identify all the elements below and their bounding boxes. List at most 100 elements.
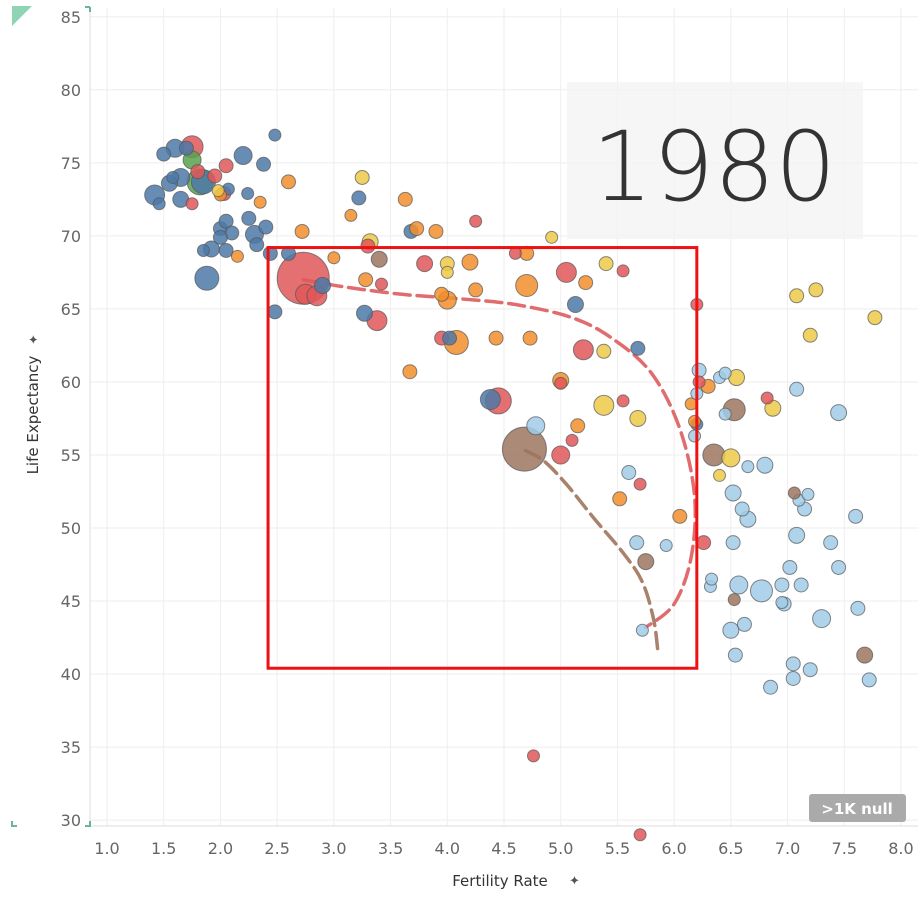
data-point-lightblue[interactable] — [688, 429, 702, 443]
data-point-red[interactable] — [692, 375, 706, 389]
data-point-blue[interactable] — [152, 197, 166, 211]
data-point-orange[interactable] — [468, 282, 484, 298]
data-point-yellow[interactable] — [789, 288, 805, 304]
data-point-orange[interactable] — [344, 208, 358, 222]
data-point-lightblue[interactable] — [793, 577, 809, 593]
data-point-blue[interactable] — [212, 229, 228, 245]
data-point-lightblue[interactable] — [741, 460, 755, 474]
data-point-lightblue[interactable] — [812, 609, 832, 629]
data-point-blue[interactable] — [351, 190, 367, 206]
data-point-yellow[interactable] — [354, 169, 370, 185]
data-point-blue[interactable] — [566, 296, 584, 314]
data-point-red[interactable] — [207, 168, 223, 184]
data-point-blue[interactable] — [630, 340, 646, 356]
data-point-red[interactable] — [760, 391, 774, 405]
data-point-blue[interactable] — [267, 304, 283, 320]
data-point-yellow[interactable] — [721, 448, 741, 468]
null-values-badge[interactable]: >1K null — [809, 794, 906, 822]
data-point-brown[interactable] — [501, 426, 547, 472]
data-point-blue[interactable] — [218, 242, 234, 258]
data-point-red[interactable] — [565, 433, 579, 447]
data-point-lightblue[interactable] — [729, 575, 749, 595]
y-axis-pin-icon[interactable]: ✦ — [27, 334, 42, 345]
data-point-lightblue[interactable] — [831, 559, 847, 575]
data-point-orange[interactable] — [327, 251, 341, 265]
data-point-brown[interactable] — [787, 486, 801, 500]
data-point-lightblue[interactable] — [802, 662, 818, 678]
data-point-lightblue[interactable] — [727, 647, 743, 663]
data-point-orange[interactable] — [358, 272, 374, 288]
data-point-lightblue[interactable] — [830, 404, 848, 422]
data-point-lightblue[interactable] — [736, 616, 752, 632]
data-point-orange[interactable] — [230, 249, 244, 263]
data-point-orange[interactable] — [402, 364, 418, 380]
data-point-blue[interactable] — [249, 237, 265, 253]
data-point-blue[interactable] — [268, 128, 282, 142]
data-point-lightblue[interactable] — [725, 535, 741, 551]
data-point-orange[interactable] — [672, 508, 688, 524]
data-point-orange[interactable] — [428, 223, 444, 239]
data-point-yellow[interactable] — [593, 394, 615, 416]
data-point-red[interactable] — [375, 277, 389, 291]
data-point-blue[interactable] — [241, 187, 255, 201]
data-point-yellow[interactable] — [598, 256, 614, 272]
data-point-lightblue[interactable] — [749, 579, 773, 603]
data-point-lightblue[interactable] — [629, 535, 645, 551]
data-point-red[interactable] — [469, 214, 483, 228]
data-point-lightblue[interactable] — [722, 621, 740, 639]
data-point-lightblue[interactable] — [659, 539, 673, 553]
data-point-red[interactable] — [633, 828, 647, 842]
data-point-red[interactable] — [551, 445, 571, 465]
data-points[interactable] — [144, 128, 883, 842]
data-point-orange[interactable] — [434, 286, 450, 302]
data-point-blue[interactable] — [355, 304, 373, 322]
data-point-blue[interactable] — [479, 388, 501, 410]
data-point-lightblue[interactable] — [785, 670, 801, 686]
data-point-blue[interactable] — [258, 219, 274, 235]
x-axis-pin-icon[interactable]: ✦ — [569, 874, 580, 889]
data-point-lightblue[interactable] — [782, 559, 798, 575]
data-point-lightblue[interactable] — [705, 572, 719, 586]
data-point-brown[interactable] — [702, 443, 726, 467]
data-point-red[interactable] — [526, 749, 540, 763]
data-point-orange[interactable] — [294, 223, 310, 239]
data-point-lightblue[interactable] — [718, 407, 732, 421]
data-point-lightblue[interactable] — [850, 600, 866, 616]
data-point-orange[interactable] — [612, 491, 628, 507]
data-point-blue[interactable] — [178, 140, 194, 156]
data-point-lightblue[interactable] — [785, 656, 801, 672]
data-point-lightblue[interactable] — [774, 577, 790, 593]
data-point-orange[interactable] — [488, 330, 504, 346]
data-point-red[interactable] — [616, 264, 630, 278]
data-point-orange[interactable] — [522, 330, 538, 346]
data-point-lightblue[interactable] — [775, 596, 789, 610]
data-point-yellow[interactable] — [867, 310, 883, 326]
data-point-orange[interactable] — [397, 191, 413, 207]
data-point-yellow[interactable] — [545, 230, 559, 244]
data-point-brown[interactable] — [727, 593, 741, 607]
data-point-lightblue[interactable] — [756, 456, 774, 474]
data-point-yellow[interactable] — [802, 327, 818, 343]
data-point-red[interactable] — [508, 246, 522, 260]
data-point-red[interactable] — [616, 394, 630, 408]
data-point-red[interactable] — [633, 477, 647, 491]
data-point-lightblue[interactable] — [789, 381, 805, 397]
data-point-red[interactable] — [190, 164, 206, 180]
data-point-red[interactable] — [416, 255, 434, 273]
data-point-blue[interactable] — [241, 210, 257, 226]
data-point-red[interactable] — [572, 339, 594, 361]
data-point-lightblue[interactable] — [526, 416, 546, 436]
data-point-yellow[interactable] — [440, 265, 454, 279]
data-point-brown[interactable] — [370, 250, 388, 268]
data-point-orange[interactable] — [578, 275, 594, 291]
data-point-red[interactable] — [218, 158, 234, 174]
data-point-red[interactable] — [555, 261, 577, 283]
data-point-blue[interactable] — [233, 146, 253, 166]
data-point-orange[interactable] — [515, 274, 539, 298]
data-point-orange[interactable] — [570, 418, 586, 434]
data-point-orange[interactable] — [409, 221, 425, 237]
data-point-lightblue[interactable] — [823, 535, 839, 551]
data-point-red[interactable] — [185, 197, 199, 211]
data-point-yellow[interactable] — [596, 343, 612, 359]
data-point-blue[interactable] — [196, 243, 210, 257]
